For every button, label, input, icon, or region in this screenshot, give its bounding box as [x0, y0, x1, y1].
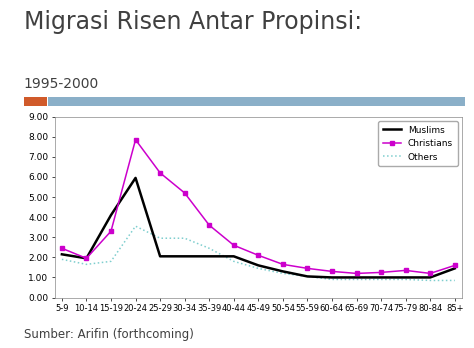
- Text: 1995-2000: 1995-2000: [24, 77, 99, 90]
- Legend: Muslims, Christians, Others: Muslims, Christians, Others: [378, 121, 457, 166]
- Text: Migrasi Risen Antar Propinsi:: Migrasi Risen Antar Propinsi:: [24, 10, 362, 34]
- Text: Sumber: Arifin (forthcoming): Sumber: Arifin (forthcoming): [24, 328, 193, 341]
